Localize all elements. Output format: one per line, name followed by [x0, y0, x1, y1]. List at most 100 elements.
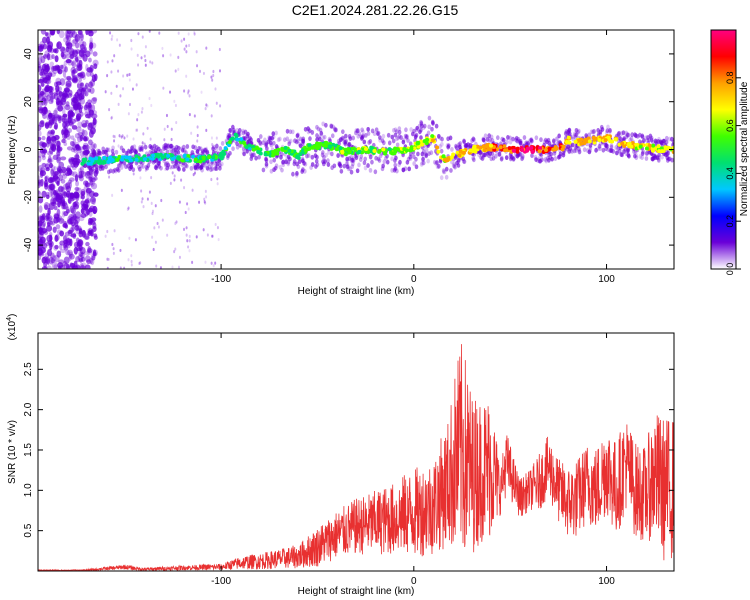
spectral-sample [85, 101, 89, 109]
spectral-sample [53, 212, 60, 219]
spectral-sample [151, 235, 154, 239]
spectral-sample [577, 146, 581, 152]
spectral-peak [525, 146, 530, 151]
spectral-sample [89, 218, 94, 224]
spectral-sample [239, 143, 243, 149]
spectral-sample [246, 139, 250, 145]
spectral-sample [192, 163, 197, 168]
spectral-sample [42, 99, 49, 104]
spectral-sample [344, 138, 349, 144]
spectral-sample [632, 149, 636, 155]
spectral-sample [500, 155, 504, 161]
spectral-sample [177, 55, 180, 59]
spectral-sample [421, 125, 426, 131]
spectral-sample [111, 34, 114, 38]
spectral-sample [499, 156, 504, 162]
spectral-sample [567, 148, 572, 154]
spectral-sample [45, 191, 50, 197]
spectral-sample [241, 130, 246, 136]
spectral-sample [78, 170, 83, 179]
spectral-sample [506, 135, 510, 140]
y-tick-label: 40 [23, 48, 34, 60]
x-tick-label: 100 [598, 576, 615, 587]
spectral-sample [315, 162, 320, 168]
spectral-sample [186, 202, 189, 206]
spectral-sample [81, 129, 85, 136]
spectral-sample [164, 161, 168, 167]
spectral-sample [59, 230, 65, 237]
spectral-peak [446, 156, 451, 161]
spectral-sample [46, 265, 52, 269]
spectral-sample [101, 146, 106, 152]
spectral-sample [216, 225, 219, 230]
spectral-sample [215, 143, 219, 149]
spectral-sample [196, 133, 199, 138]
spectral-sample [614, 150, 619, 156]
spectral-sample [188, 43, 191, 48]
spectral-sample [263, 137, 267, 143]
spectral-sample [649, 137, 654, 143]
spectral-sample [196, 125, 199, 129]
spectral-sample [40, 166, 46, 172]
spectral-sample [568, 146, 573, 152]
spectral-sample [106, 74, 109, 78]
spectrogram-plot [38, 30, 674, 269]
spectral-sample [571, 134, 575, 140]
spectral-sample [341, 129, 345, 135]
spectral-sample [146, 163, 151, 168]
spectral-sample [173, 174, 176, 178]
spectral-sample [638, 154, 643, 159]
spectral-sample [295, 171, 299, 176]
spectral-sample [180, 178, 183, 182]
spectral-sample [204, 189, 207, 193]
spectral-sample [518, 140, 523, 146]
spectral-peak [142, 154, 147, 159]
spectral-peak [486, 147, 491, 152]
spectral-sample [471, 155, 476, 161]
spectral-sample [310, 130, 315, 135]
x-tick-label: 0 [411, 274, 417, 285]
spectral-sample [442, 169, 447, 175]
spectral-sample [166, 143, 170, 149]
spectral-sample [574, 132, 579, 138]
spectral-peak [191, 154, 196, 159]
spectral-sample [438, 144, 442, 149]
spectral-sample [622, 149, 626, 154]
spectral-sample [78, 230, 83, 238]
spectral-sample [630, 132, 635, 138]
spectral-sample [119, 94, 122, 98]
spectral-sample [59, 243, 63, 250]
spectral-sample [83, 180, 89, 186]
spectral-sample [38, 190, 41, 195]
spectral-sample [39, 71, 44, 76]
spectral-sample [182, 149, 187, 155]
spectral-sample [81, 262, 87, 269]
spectral-sample [455, 160, 459, 166]
spectral-sample [50, 193, 55, 199]
spectral-sample [71, 224, 75, 232]
spectral-sample [116, 38, 119, 42]
spectral-sample [38, 175, 41, 181]
spectral-peak [331, 142, 336, 147]
spectral-sample [73, 146, 78, 154]
spectral-sample [119, 266, 122, 269]
spectral-sample [54, 244, 59, 250]
spectral-sample [569, 148, 574, 154]
spectral-sample [333, 126, 337, 132]
spectral-sample [180, 147, 185, 153]
spectral-sample [357, 162, 361, 168]
spectral-sample [421, 156, 425, 162]
spectral-sample [76, 81, 83, 89]
spectral-sample [72, 213, 77, 221]
spectral-sample [121, 148, 126, 154]
spectral-sample [472, 157, 476, 163]
spectral-peak [275, 151, 280, 156]
spectral-sample [351, 135, 356, 141]
spectral-sample [161, 46, 164, 51]
spectral-sample [92, 51, 98, 57]
spectral-sample [317, 136, 322, 142]
spectral-sample [427, 115, 432, 121]
spectral-sample [319, 130, 324, 136]
spectral-sample [60, 264, 65, 269]
spectral-sample [163, 142, 168, 148]
